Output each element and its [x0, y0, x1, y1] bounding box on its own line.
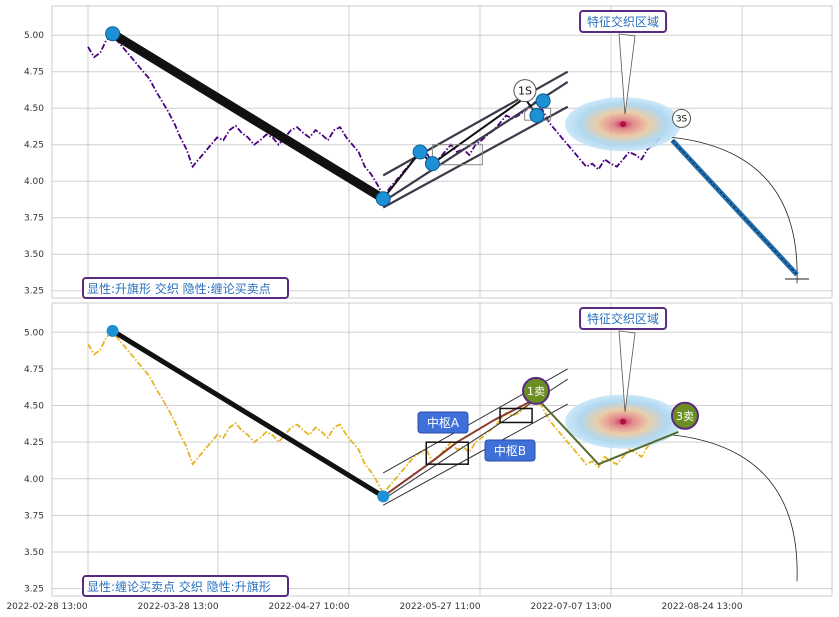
sell3-badge [671, 401, 699, 430]
y-tick-label: 3.75 [24, 511, 44, 521]
stroke-segment [431, 441, 458, 463]
turning-point-marker [105, 26, 121, 42]
y-tick-label: 4.50 [24, 402, 44, 412]
corner-label: 显性:缠论买卖点 交织 隐性:升旗形 [87, 579, 271, 594]
feature-label-box [579, 307, 668, 330]
turning-point-marker [375, 191, 391, 207]
stroke-segment [382, 460, 433, 498]
projection-line-dash [671, 139, 798, 275]
y-tick-label: 5.00 [24, 328, 44, 338]
y-tick-label: 4.50 [24, 104, 44, 114]
x-axis: 2022-02-28 13:00 2022-03-28 13:00 2022-04-… [6, 602, 742, 612]
stroke-segment [456, 419, 495, 444]
y-tick-label: 4.75 [24, 68, 44, 78]
y-tick-label: 4.00 [24, 475, 44, 485]
pivot-b-box [499, 407, 533, 424]
y-tick-label: 3.50 [24, 250, 44, 260]
sell1-label: 1卖 [527, 385, 545, 398]
y-tick-label: 4.00 [24, 177, 44, 187]
turning-point-marker [424, 156, 440, 172]
post-sell-path [536, 397, 679, 466]
corner-label-box [82, 277, 289, 299]
channel-line [382, 70, 569, 177]
corner-label-box [82, 575, 289, 597]
y-tick-label: 3.25 [24, 585, 44, 595]
feature-center-dot [620, 121, 627, 128]
sell3-label: 3卖 [676, 410, 694, 423]
y-tick-label: 4.25 [24, 438, 44, 448]
channel-line [382, 105, 569, 209]
badge-3s-label: 3S [676, 114, 688, 124]
x-tick-label: 2022-04-27 10:00 [268, 602, 349, 612]
center-a-label: 中枢A [427, 415, 460, 430]
channel-line [382, 403, 568, 506]
y-tick-label: 3.25 [24, 287, 44, 297]
trend-line [111, 328, 385, 499]
center-a-box [417, 411, 469, 434]
x-tick-label: 2022-05-27 11:00 [399, 602, 480, 612]
sell1-badge [522, 376, 550, 405]
feature-arrow [618, 330, 636, 412]
low-marker [377, 490, 390, 503]
feature-center-dot [620, 418, 627, 425]
turning-point-marker [529, 108, 545, 123]
y-tick-label: 4.25 [24, 141, 44, 151]
pivot-a-box [425, 441, 469, 465]
y-tick-label: 3.75 [24, 214, 44, 224]
badge-3s [672, 108, 692, 128]
bottom-panel: 5.00 4.75 4.50 4.25 4.00 3.75 3.50 3.25 特征交织区域显性… [24, 302, 833, 597]
x-tick-label: 2022-02-28 13:00 [6, 602, 87, 612]
y-tick-label: 4.75 [24, 365, 44, 375]
projection-arc [672, 434, 798, 582]
x-tick-label: 2022-07-07 13:00 [530, 602, 611, 612]
price-series-line [87, 33, 661, 198]
feature-label: 特征交织区域 [587, 311, 659, 326]
projection-arc [672, 137, 798, 284]
plot-area [51, 5, 833, 299]
corner-label: 显性:升旗形 交织 隐性:缠论买卖点 [87, 281, 271, 296]
plot-area [51, 302, 833, 597]
pivot-box [431, 144, 483, 166]
turning-point-marker [412, 144, 428, 160]
badge-1s-label: 1S [518, 85, 532, 98]
feature-label-box [579, 10, 668, 33]
center-b-box [484, 439, 536, 462]
turning-point-marker [535, 93, 551, 109]
x-tick-label: 2022-08-24 13:00 [661, 602, 742, 612]
center-b-label: 中枢B [494, 443, 526, 458]
feature-label: 特征交织区域 [587, 14, 659, 29]
start-marker [106, 324, 119, 337]
y-tick-label: 5.00 [24, 31, 44, 41]
badge-1s [513, 79, 537, 103]
feature-arrow [618, 33, 636, 115]
top-panel: 5.00 4.75 4.50 4.25 4.00 3.75 3.50 3.25 特征交织区域显性… [24, 5, 833, 299]
x-tick-label: 2022-03-28 13:00 [137, 602, 218, 612]
y-tick-label: 3.50 [24, 548, 44, 558]
